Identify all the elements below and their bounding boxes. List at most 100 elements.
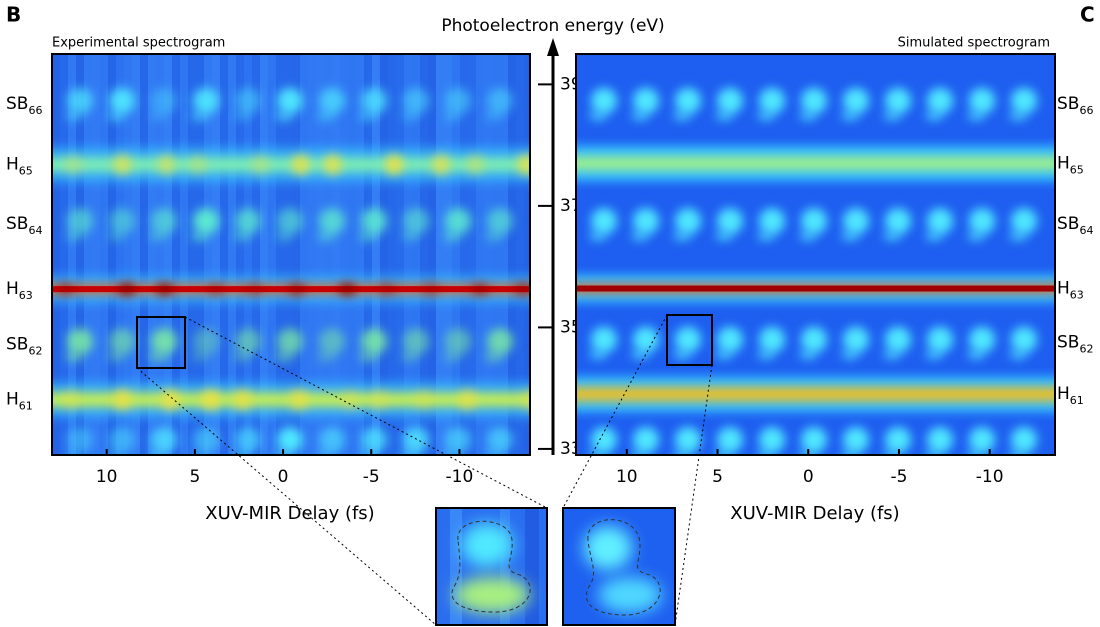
band-blob (443, 111, 461, 121)
band-blob (109, 328, 135, 354)
band-label: H63 (6, 279, 33, 302)
band-blob (759, 427, 785, 453)
band-blob (759, 88, 785, 114)
band-blob (487, 208, 513, 234)
band-blob (156, 283, 174, 295)
band-blob (109, 208, 135, 234)
band-blob (471, 283, 489, 295)
band-blob (1011, 327, 1037, 353)
band-blob (401, 231, 419, 241)
band-blob (65, 231, 83, 241)
band-blob (759, 208, 785, 234)
band-blob (673, 350, 691, 360)
heatmap (32, 54, 550, 460)
y-axis-label: Photoelectron energy (eV) (441, 16, 664, 36)
band-label-main: SB (6, 334, 28, 354)
band-blob (485, 231, 503, 241)
band-blob (191, 111, 209, 121)
band-blob (631, 350, 649, 360)
band-blob (518, 155, 536, 175)
band-blob (485, 111, 503, 121)
band-label-main: H (6, 390, 19, 410)
band-blob (631, 231, 649, 241)
band-label: SB62 (6, 334, 42, 357)
band-label-main: SB (1057, 94, 1079, 114)
band-blob (193, 88, 219, 114)
band-blob (233, 111, 251, 121)
band-blob (64, 155, 82, 175)
band-blob (319, 88, 345, 114)
band-blob (292, 155, 310, 175)
band-blob (1009, 231, 1027, 241)
band-blob (883, 350, 901, 360)
band-blob (675, 427, 701, 453)
band-blob (149, 231, 167, 241)
band-blob (591, 88, 617, 114)
figure: B C Experimental spectrogram Simulated s… (0, 0, 1100, 627)
band-blob (715, 350, 733, 360)
band (32, 382, 550, 418)
band-blob (359, 351, 377, 361)
band-label-main: H (6, 155, 19, 175)
band (556, 145, 1075, 181)
band-blob (487, 88, 513, 114)
x-tick-label: 0 (803, 467, 814, 487)
band-blob (361, 208, 387, 234)
band-blob (149, 111, 167, 121)
band-blob (1011, 427, 1037, 453)
band-label-sub: 64 (28, 224, 42, 237)
band-blob (717, 208, 743, 234)
band-blob (161, 390, 179, 410)
band-blob (967, 231, 985, 241)
band-blob (193, 328, 219, 354)
band-blob (1009, 350, 1027, 360)
band-label: H65 (1057, 153, 1084, 176)
band-blob (883, 231, 901, 241)
band-blob (401, 351, 419, 361)
band-blob (107, 351, 125, 361)
band-blob (403, 427, 429, 453)
band-blob (202, 390, 220, 410)
heatmap (556, 54, 1075, 460)
band-blob (969, 208, 995, 234)
band-label-main: SB (1057, 333, 1079, 353)
band-blob (233, 231, 251, 241)
band-blob (251, 155, 269, 175)
band-blob (675, 88, 701, 114)
band-blob (246, 283, 264, 295)
band-blob (885, 327, 911, 353)
band-blob (633, 208, 659, 234)
band-blob (485, 351, 503, 361)
band-blob (673, 111, 691, 121)
band-blob (591, 427, 617, 453)
band-label-main: H (1057, 384, 1070, 404)
x-tick-label: 10 (616, 467, 638, 487)
x-tick-label: 10 (96, 467, 118, 487)
band-label: H61 (1057, 384, 1084, 407)
band-blob (673, 231, 691, 241)
band-blob (67, 208, 93, 234)
band-label-main: SB (6, 94, 28, 114)
band-label-sub: 62 (28, 344, 42, 357)
band-blob (191, 231, 209, 241)
band-blob (445, 88, 471, 114)
band-blob (927, 327, 953, 353)
band-blob (317, 231, 335, 241)
band-blob (235, 88, 261, 114)
inset-experimental (436, 508, 547, 625)
band-blob (206, 283, 224, 295)
band-blob (235, 427, 261, 453)
band (556, 275, 1075, 303)
band-label-main: H (6, 279, 19, 299)
band-blob (589, 231, 607, 241)
band-label-sub: 66 (28, 103, 42, 116)
band-blob (422, 283, 440, 295)
band-label-sub: 63 (19, 289, 33, 302)
band-label: H65 (6, 155, 33, 178)
band-blob (65, 351, 83, 361)
band-blob (432, 155, 450, 175)
band-blob (113, 155, 131, 175)
band-label: SB66 (6, 94, 42, 117)
band-blob (801, 88, 827, 114)
band-blob (233, 351, 251, 361)
